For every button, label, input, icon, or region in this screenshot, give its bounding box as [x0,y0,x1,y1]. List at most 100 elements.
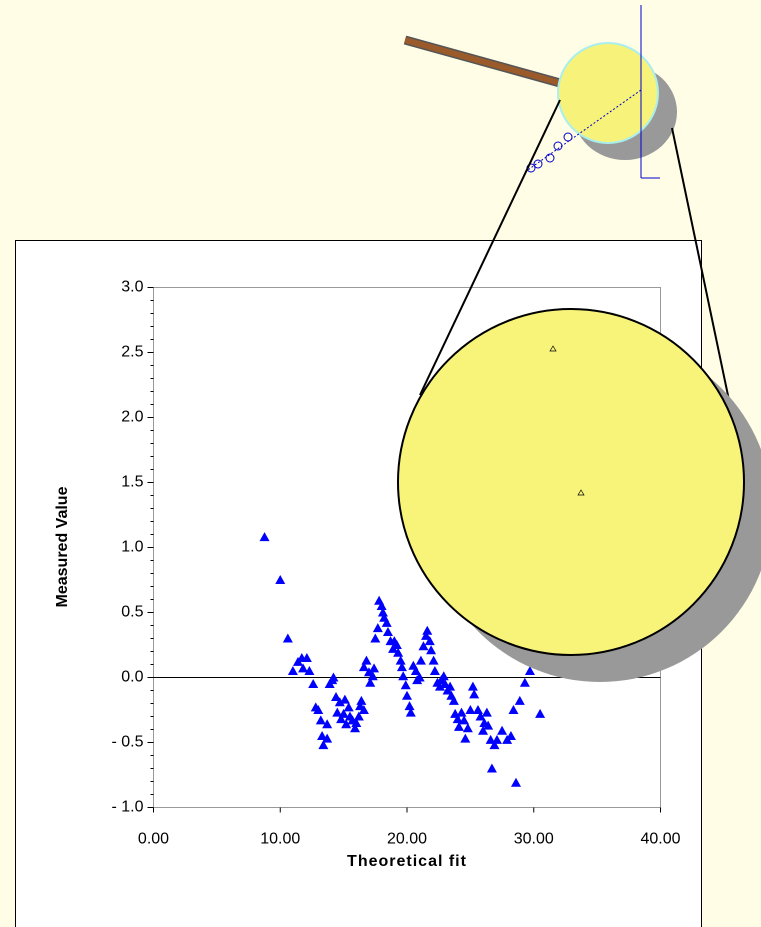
y-tick-label: 2.5 [121,344,143,361]
point [424,636,435,646]
point [322,733,333,743]
point [404,701,415,711]
point [382,627,393,636]
point [259,532,270,542]
point [393,647,404,657]
point [370,633,381,643]
point [405,707,416,717]
point [415,655,426,665]
point [275,575,286,584]
point [381,617,392,627]
point [334,697,345,707]
point [434,681,445,691]
point [322,719,333,729]
mini-markers [526,132,573,173]
point [338,708,349,718]
point [361,655,372,665]
y-tick-label: 1.0 [121,539,143,556]
point [402,690,412,700]
point [301,653,312,662]
point [491,734,502,744]
point [341,719,352,729]
point [282,633,293,643]
point [481,707,492,717]
x-axis-title: Theoretical fit [347,853,467,870]
point [497,725,508,735]
point [353,711,364,721]
point [331,692,342,701]
lens-markers [549,345,585,496]
point [514,695,525,705]
lens-ray [671,127,731,406]
point [429,666,440,675]
point [519,677,530,687]
point [524,666,535,675]
point [395,655,406,665]
point [475,711,486,721]
x-tick-label: 20.00 [387,831,427,848]
lens [397,308,745,656]
point [428,655,439,665]
point [535,708,546,718]
point [350,723,361,733]
point [308,679,319,688]
point [365,677,376,687]
point [505,731,516,740]
handle [404,37,561,86]
point [318,740,329,750]
point [426,645,437,655]
point [315,715,326,725]
y-tick-label: 2.0 [121,409,143,426]
point [358,662,369,672]
point [343,702,354,712]
point [398,671,409,681]
point [421,630,432,640]
magnifier [397,5,761,682]
point [483,720,494,730]
x-tick-label: 10.00 [260,831,300,848]
y-tick-label: 0.5 [121,604,143,621]
point [358,705,369,714]
point [511,777,522,787]
point [304,666,315,675]
small-lens [557,42,659,144]
y-tick-label: - 0.5 [111,734,143,751]
point [465,705,476,714]
point [462,723,473,733]
point [377,607,388,617]
y-tick-label: 3.0 [121,279,143,296]
point [445,681,456,691]
point [438,671,449,681]
point [356,695,367,705]
point [453,721,464,731]
y-axis-title: Measured Value [54,486,71,607]
point [489,740,500,750]
point [339,694,350,704]
point [418,641,429,651]
point [400,680,411,690]
point [469,689,480,699]
x-tick-label: 0.00 [138,831,169,848]
point [456,707,467,717]
y-tick-label: - 1.0 [111,799,143,816]
point [313,705,324,714]
point [351,718,362,727]
point [298,663,309,673]
point [369,663,380,673]
point [414,672,425,682]
point [372,623,383,633]
point [478,725,489,735]
point [328,672,339,682]
point [459,715,470,725]
point [396,662,407,672]
x-tick-label: 30.00 [514,831,554,848]
lens-ray [419,99,561,396]
point [376,601,387,610]
point [410,666,421,675]
point [452,714,463,724]
point [485,734,496,744]
point [467,681,478,691]
point [391,640,402,649]
point [422,625,433,635]
y-tick-label: 0.0 [121,669,143,686]
